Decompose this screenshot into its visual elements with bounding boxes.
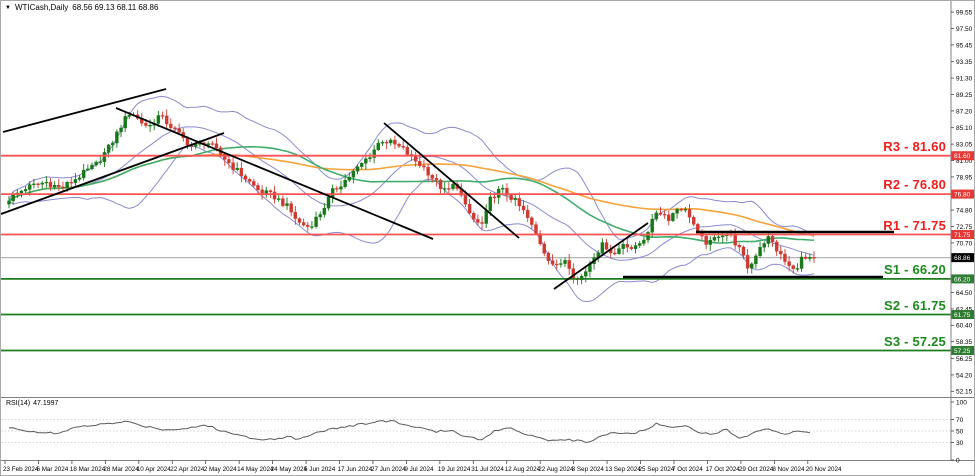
svg-text:91.30: 91.30 <box>956 76 973 83</box>
svg-text:81.60: 81.60 <box>954 153 971 160</box>
svg-text:27 Jun 2024: 27 Jun 2024 <box>371 466 406 473</box>
svg-text:66.20: 66.20 <box>954 276 971 283</box>
svg-text:71.75: 71.75 <box>954 232 971 239</box>
svg-text:87.20: 87.20 <box>956 108 973 115</box>
resistance-label-r3: R3 - 81.60 <box>883 138 946 154</box>
svg-text:83.05: 83.05 <box>956 142 973 149</box>
svg-text:52.15: 52.15 <box>956 389 973 396</box>
svg-text:74.80: 74.80 <box>956 208 973 215</box>
resistance-label-r2: R2 - 76.80 <box>883 177 946 193</box>
svg-text:20 Nov 2024: 20 Nov 2024 <box>806 466 842 473</box>
support-label-s3: S3 - 57.25 <box>884 333 946 349</box>
svg-text:25 Sep 2024: 25 Sep 2024 <box>639 466 675 473</box>
svg-text:5 Jun 2024: 5 Jun 2024 <box>304 466 336 473</box>
svg-text:13 Sep 2024: 13 Sep 2024 <box>605 466 641 473</box>
svg-text:31 Jul 2024: 31 Jul 2024 <box>471 466 504 473</box>
svg-text:76.80: 76.80 <box>954 192 971 199</box>
svg-text:10 Apr 2024: 10 Apr 2024 <box>137 466 171 473</box>
chart-ohlc-values: 68.56 69.13 68.11 68.86 <box>72 3 159 12</box>
svg-text:8 Nov 2024: 8 Nov 2024 <box>772 466 805 473</box>
svg-text:54.20: 54.20 <box>956 372 973 379</box>
svg-text:23 Feb 2024: 23 Feb 2024 <box>3 466 39 473</box>
svg-text:61.75: 61.75 <box>954 312 971 319</box>
svg-text:93.35: 93.35 <box>956 59 973 66</box>
chart-symbol-label: WTICash,Daily <box>14 3 69 12</box>
svg-text:18 Mar 2024: 18 Mar 2024 <box>70 466 106 473</box>
support-label-s2: S2 - 61.75 <box>884 297 946 313</box>
svg-text:99.55: 99.55 <box>956 10 973 17</box>
svg-text:17 Jun 2024: 17 Jun 2024 <box>338 466 373 473</box>
svg-text:89.25: 89.25 <box>956 92 973 99</box>
svg-text:95.45: 95.45 <box>956 42 973 49</box>
svg-text:78.95: 78.95 <box>956 174 973 181</box>
svg-text:7 Oct 2024: 7 Oct 2024 <box>672 466 703 473</box>
support-label-s1: S1 - 66.20 <box>884 261 946 277</box>
svg-text:14 May 2024: 14 May 2024 <box>237 466 274 473</box>
svg-text:72.75: 72.75 <box>956 224 973 231</box>
svg-text:24 May 2024: 24 May 2024 <box>271 466 308 473</box>
svg-text:6 Mar 2024: 6 Mar 2024 <box>36 466 68 473</box>
chart-title: ▼ WTICash,Daily 68.56 69.13 68.11 68.86 <box>5 3 158 12</box>
svg-text:28 Mar 2024: 28 Mar 2024 <box>103 466 139 473</box>
svg-text:19 Jul 2024: 19 Jul 2024 <box>438 466 471 473</box>
svg-text:97.50: 97.50 <box>956 26 973 33</box>
svg-text:58.35: 58.35 <box>956 339 973 346</box>
svg-text:56.25: 56.25 <box>956 356 973 363</box>
svg-text:17 Oct 2024: 17 Oct 2024 <box>705 466 740 473</box>
chart-marker-icon: ▼ <box>5 4 11 11</box>
svg-text:12 Aug 2024: 12 Aug 2024 <box>505 466 541 473</box>
svg-text:30: 30 <box>956 440 964 447</box>
svg-text:64.50: 64.50 <box>956 290 973 297</box>
svg-text:70: 70 <box>956 417 964 424</box>
svg-text:57.25: 57.25 <box>954 348 971 355</box>
svg-text:22 Apr 2024: 22 Apr 2024 <box>170 466 204 473</box>
svg-text:3 Sep 2024: 3 Sep 2024 <box>572 466 605 473</box>
rsi-indicator-value: 47.1997 <box>33 400 59 407</box>
svg-text:70.70: 70.70 <box>956 240 973 247</box>
rsi-indicator-caption: RSI(14) 47.1997 <box>6 400 58 407</box>
svg-text:60.40: 60.40 <box>956 323 973 330</box>
svg-text:81.00: 81.00 <box>956 158 973 165</box>
svg-text:0: 0 <box>956 457 960 464</box>
svg-text:2 May 2024: 2 May 2024 <box>204 466 237 473</box>
resistance-label-r1: R1 - 71.75 <box>883 217 946 233</box>
svg-text:22 Aug 2024: 22 Aug 2024 <box>538 466 574 473</box>
svg-text:62.45: 62.45 <box>956 306 973 313</box>
svg-text:9 Jul 2024: 9 Jul 2024 <box>404 466 434 473</box>
svg-text:68.86: 68.86 <box>954 255 971 262</box>
svg-text:100: 100 <box>956 399 967 406</box>
svg-text:29 Oct 2024: 29 Oct 2024 <box>739 466 774 473</box>
svg-text:50: 50 <box>956 428 964 435</box>
svg-text:85.10: 85.10 <box>956 125 973 132</box>
rsi-indicator-name: RSI(14) <box>6 400 31 407</box>
